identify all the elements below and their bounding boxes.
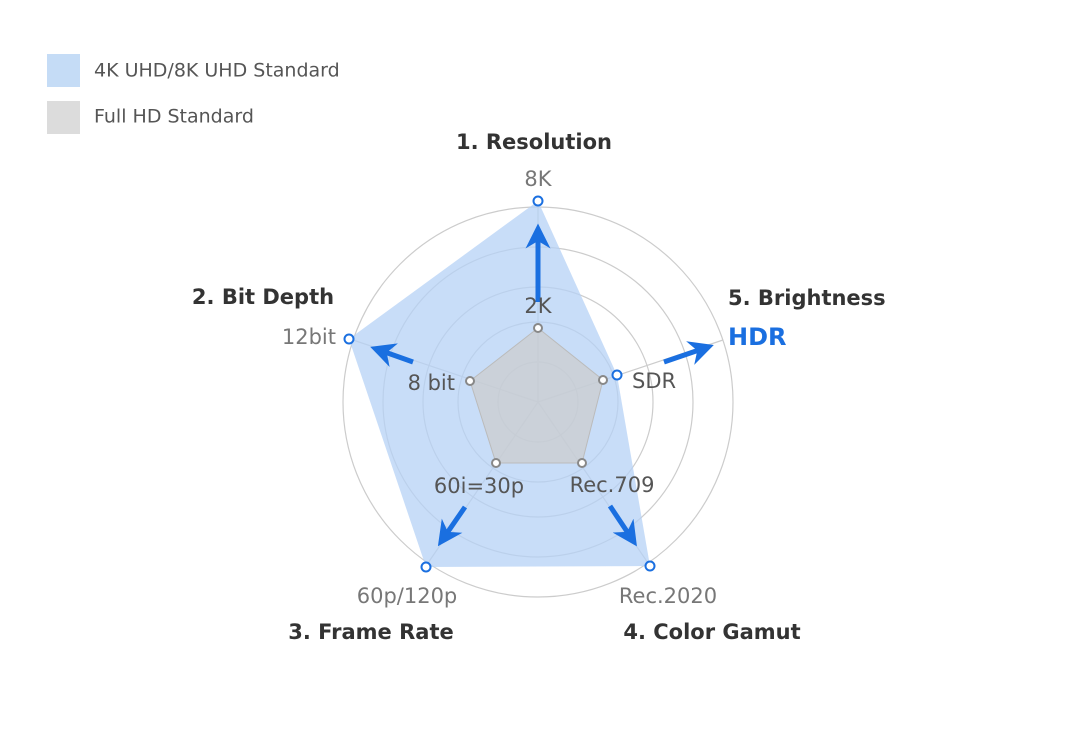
fhd-area — [469, 327, 604, 464]
axis-title: 4. Color Gamut — [623, 620, 800, 644]
fhd-label: 8 bit — [408, 371, 455, 395]
uhd-label: 60p/120p — [357, 584, 458, 608]
fhd-label: 60i=30p — [434, 474, 524, 498]
axis-title: 1. Resolution — [456, 130, 612, 154]
legend-swatch — [47, 54, 80, 87]
uhd-label: Rec.2020 — [619, 584, 717, 608]
uhd-label: 12bit — [282, 325, 336, 349]
arrows — [370, 223, 714, 547]
legend-label: Full HD Standard — [94, 106, 254, 128]
uhd-points — [343, 195, 656, 573]
uhd-label: 8K — [524, 167, 552, 191]
uhd-label: HDR — [728, 323, 787, 351]
fhd-label: 2K — [524, 294, 552, 318]
legend-label: 4K UHD/8K UHD Standard — [94, 60, 340, 82]
axis-title: 3. Frame Rate — [288, 620, 454, 644]
fhd-label: Rec.709 — [570, 473, 655, 497]
axis-title: 5. Brightness — [728, 286, 886, 310]
fhd-label: SDR — [632, 369, 676, 393]
legend-swatch — [47, 101, 80, 134]
fhd-points — [465, 323, 608, 468]
axis-title: 2. Bit Depth — [192, 285, 334, 309]
